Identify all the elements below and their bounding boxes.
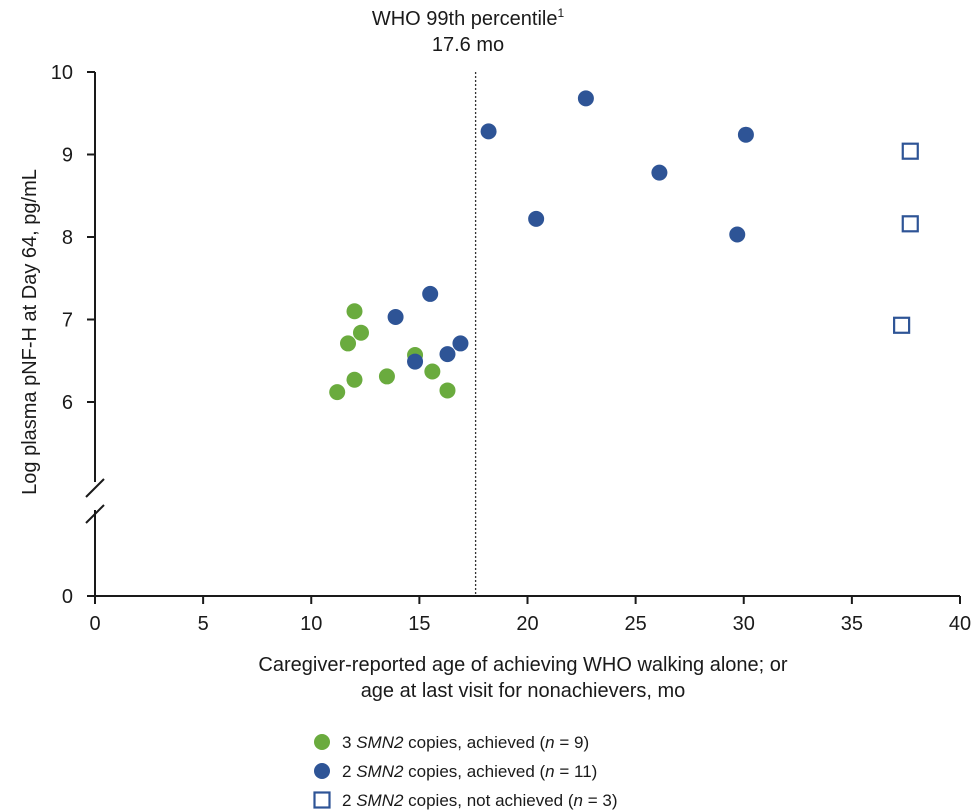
y-tick-label: 6 — [62, 392, 73, 414]
data-point-series-2 — [387, 309, 404, 326]
axes — [85, 71, 961, 604]
legend-marker — [314, 734, 330, 750]
data-point-series-1 — [346, 303, 363, 320]
y-tick-label: 10 — [51, 62, 73, 84]
data-points — [329, 90, 919, 401]
y-tick-label: 7 — [62, 310, 73, 332]
x-tick-label: 0 — [89, 613, 100, 635]
axis-break-mark — [85, 478, 105, 498]
y-tick-label: 9 — [62, 145, 73, 167]
data-point-series-2 — [452, 335, 469, 352]
data-point-series-2 — [528, 210, 545, 227]
data-point-series-1 — [329, 384, 346, 401]
data-point-series-1 — [378, 368, 395, 385]
data-point-series-2 — [737, 126, 754, 143]
data-point-series-2 — [439, 346, 456, 363]
legend-label: 2 SMN2 copies, achieved (n = 11) — [342, 762, 597, 781]
x-tick-label: 5 — [198, 613, 209, 635]
data-point-series-1 — [424, 363, 441, 380]
x-tick-label: 40 — [949, 613, 971, 635]
x-tick-label: 20 — [516, 613, 538, 635]
data-point-series-2 — [480, 123, 497, 140]
data-point-series-1 — [346, 371, 363, 388]
data-point-series-3 — [893, 316, 911, 334]
y-tick-label: 8 — [62, 227, 73, 249]
data-point-series-2 — [407, 353, 424, 370]
data-point-series-1 — [340, 335, 357, 352]
data-point-series-1 — [439, 382, 456, 399]
x-tick-label: 25 — [625, 613, 647, 635]
annotation-label: WHO 99th percentile1 — [372, 6, 565, 30]
data-point-series-2 — [651, 164, 668, 181]
tick-labels: 0 5 10 15 20 25 30 35 40 0 6 7 8 9 10 — [51, 62, 971, 635]
x-tick-label: 15 — [408, 613, 430, 635]
data-point-series-2 — [729, 226, 746, 243]
legend-label: 3 SMN2 copies, achieved (n = 9) — [342, 733, 589, 752]
y-axis-title: Log plasma pNF-H at Day 64, pg/mL — [19, 169, 41, 495]
data-point-series-3 — [901, 215, 919, 233]
legend-marker — [314, 763, 330, 779]
x-tick-label: 10 — [300, 613, 322, 635]
data-point-series-2 — [577, 90, 594, 107]
data-point-series-3 — [901, 142, 919, 160]
axis-break-mark — [85, 504, 105, 524]
legend-marker — [313, 791, 331, 809]
x-tick-label: 35 — [841, 613, 863, 635]
x-axis-title-line1: Caregiver-reported age of achieving WHO … — [258, 654, 787, 676]
legend-label: 2 SMN2 copies, not achieved (n = 3) — [342, 791, 618, 810]
y-tick-label: 0 — [62, 586, 73, 608]
data-point-series-2 — [422, 285, 439, 302]
x-axis-title-line2: age at last visit for nonachievers, mo — [361, 680, 686, 702]
annotation-superscript: 1 — [557, 6, 564, 20]
data-point-series-1 — [352, 324, 369, 341]
annotation-value: 17.6 mo — [432, 34, 504, 56]
legend: 3 SMN2 copies, achieved (n = 9) 2 SMN2 co… — [313, 733, 618, 810]
x-tick-label: 30 — [733, 613, 755, 635]
